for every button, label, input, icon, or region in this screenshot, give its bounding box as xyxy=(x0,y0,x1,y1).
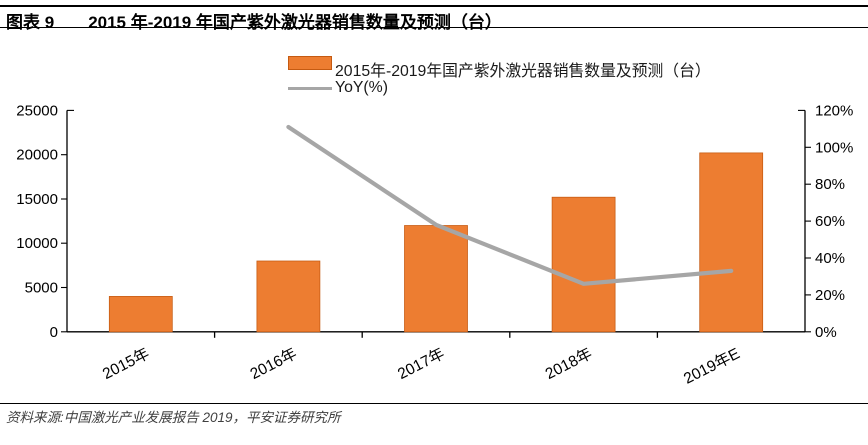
svg-text:2018年: 2018年 xyxy=(542,344,595,383)
svg-text:2015年: 2015年 xyxy=(100,344,153,383)
svg-text:0: 0 xyxy=(50,324,58,341)
svg-text:15000: 15000 xyxy=(16,191,58,208)
svg-text:60%: 60% xyxy=(815,213,845,230)
svg-text:120%: 120% xyxy=(815,102,853,119)
svg-text:5000: 5000 xyxy=(25,280,58,297)
svg-text:2019年E: 2019年E xyxy=(681,344,743,387)
svg-text:80%: 80% xyxy=(815,176,845,193)
svg-text:20000: 20000 xyxy=(16,147,58,164)
svg-text:2017年: 2017年 xyxy=(395,344,448,383)
svg-text:10000: 10000 xyxy=(16,235,58,252)
svg-text:0%: 0% xyxy=(815,324,837,341)
svg-text:20%: 20% xyxy=(815,287,845,304)
svg-text:2016年: 2016年 xyxy=(247,344,300,383)
svg-text:100%: 100% xyxy=(815,139,853,156)
svg-text:40%: 40% xyxy=(815,250,845,267)
svg-text:25000: 25000 xyxy=(16,102,58,119)
